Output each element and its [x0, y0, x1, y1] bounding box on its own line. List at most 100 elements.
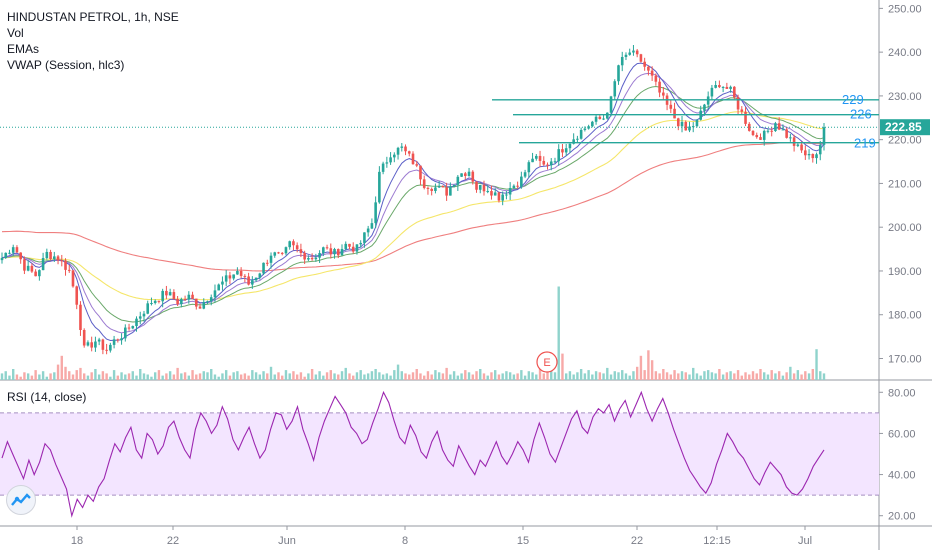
candle-body — [452, 184, 456, 187]
rsi-label[interactable]: RSI (14, close) — [7, 390, 87, 404]
volume-bar — [419, 373, 422, 380]
candle-body — [393, 154, 396, 158]
volume-bar — [740, 375, 743, 380]
volume-bar — [139, 369, 142, 380]
volume-bar — [490, 372, 493, 380]
candle-body — [11, 247, 15, 253]
candle-body — [714, 85, 717, 88]
volume-bar — [677, 373, 680, 380]
study-emas[interactable]: EMAs — [7, 42, 40, 56]
volume-bar — [748, 374, 751, 380]
volume-bar — [635, 366, 639, 380]
candle-body — [71, 270, 75, 287]
volume-bar — [523, 375, 527, 380]
candle-body — [176, 298, 179, 305]
volume-bar — [647, 350, 650, 380]
level-label: 219 — [854, 136, 876, 151]
candle-body — [310, 258, 314, 260]
candle-body — [366, 228, 370, 233]
candle-body — [191, 294, 194, 299]
volume-bar — [662, 369, 665, 380]
study-volume[interactable]: Vol — [7, 26, 24, 40]
candle-body — [400, 146, 404, 148]
volume-bar — [822, 373, 826, 380]
candle-body — [254, 277, 258, 281]
volume-bar — [344, 367, 347, 380]
ema-blue-line — [1, 62, 825, 342]
volume-bar — [703, 371, 706, 380]
candle-body — [643, 61, 646, 67]
volume-bar — [594, 371, 598, 380]
candle-body — [224, 275, 228, 282]
volume-bar — [800, 374, 803, 380]
candle-body — [60, 260, 64, 262]
volume-bar — [71, 374, 75, 380]
candle-body — [232, 274, 235, 279]
volume-bar — [68, 371, 71, 380]
volume-bar — [475, 371, 478, 380]
volume-bar — [45, 376, 49, 380]
volume-bar — [426, 371, 430, 380]
volume-bar — [807, 373, 811, 380]
volume-bar — [355, 372, 359, 380]
price-tick-label: 180.00 — [888, 310, 922, 322]
tradingview-logo-icon[interactable] — [6, 485, 36, 515]
price-tick-label: 170.00 — [888, 353, 922, 365]
candle-body — [49, 251, 52, 259]
volume-bar — [423, 375, 426, 380]
candle-body — [703, 104, 706, 111]
candle-body — [370, 223, 374, 229]
volume-bar — [38, 374, 41, 380]
candle-body — [221, 281, 224, 285]
candle-body — [142, 313, 146, 317]
volume-bar — [374, 369, 377, 380]
candle-body — [609, 96, 613, 113]
volume-bar — [553, 372, 557, 380]
volume-bar — [792, 373, 796, 380]
rsi-tick-label: 20.00 — [888, 511, 916, 523]
volume-bar — [550, 371, 553, 380]
volume-bar — [673, 370, 676, 380]
candle-body — [490, 191, 493, 196]
candle-body — [247, 276, 250, 285]
candle-body — [146, 303, 150, 314]
volume-bar — [811, 369, 814, 380]
volume-bar — [714, 373, 717, 380]
candle-body — [314, 257, 318, 260]
study-vwap[interactable]: VWAP (Session, hlc3) — [7, 58, 125, 72]
candle-body — [632, 50, 635, 53]
volume-bar — [759, 369, 762, 380]
candle-body — [101, 339, 105, 350]
rsi-line — [1, 390, 825, 518]
volume-bar — [632, 371, 635, 380]
candle-body — [56, 256, 60, 261]
candle-body — [30, 265, 34, 272]
candle-body — [41, 258, 45, 271]
rsi-tick-label: 80.00 — [888, 387, 916, 399]
candle-body — [303, 252, 306, 260]
candle-body — [766, 130, 770, 132]
candle-body — [292, 241, 295, 246]
candle-body — [38, 270, 41, 277]
candle-body — [464, 173, 467, 176]
volume-bar — [815, 349, 818, 380]
candle-body — [336, 249, 340, 256]
volume-bar — [665, 372, 669, 380]
candle-body — [535, 155, 538, 159]
volume-bar — [725, 372, 729, 380]
time-tick-label: Jul — [798, 535, 812, 547]
volume-bar — [8, 375, 11, 380]
volume-bar — [180, 373, 183, 380]
candle-body — [721, 86, 725, 88]
candle-body — [789, 137, 792, 139]
candle-body — [669, 104, 673, 109]
candle-body — [389, 157, 392, 163]
candle-body — [445, 187, 448, 196]
volume-bar — [452, 371, 456, 380]
candle-body — [460, 173, 463, 177]
volume-bar — [535, 374, 538, 380]
volume-bar — [411, 372, 415, 380]
candle-body — [531, 158, 534, 163]
volume-bar — [0, 373, 4, 380]
